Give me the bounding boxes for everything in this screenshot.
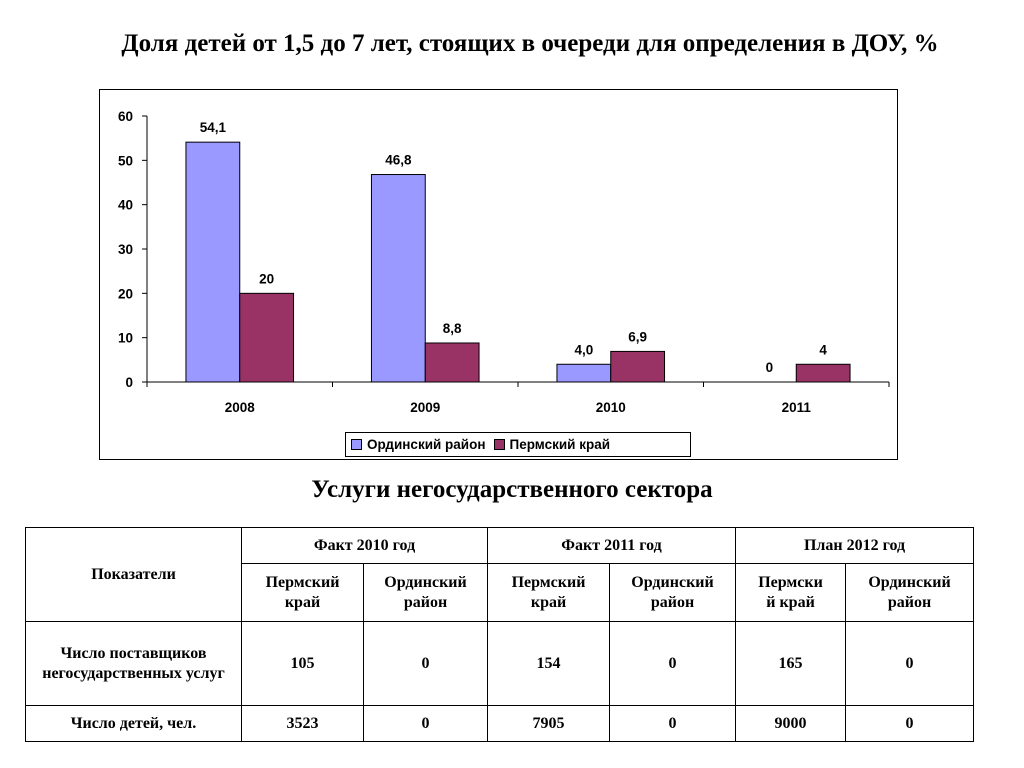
table-header-row: Показатели Факт 2010 год Факт 2011 год П… [25, 527, 975, 622]
y-tick-label: 60 [118, 109, 133, 124]
bar [795, 363, 851, 383]
table-cell: 0 [362, 705, 489, 742]
chart-legend: Ординский район Пермский край [345, 432, 691, 457]
table-cell: 0 [845, 621, 975, 706]
x-tick-label: 2009 [410, 400, 440, 415]
y-tick-label: 0 [125, 375, 133, 390]
subheader-cell: Ординский район [609, 563, 737, 622]
data-label: 4,0 [574, 342, 593, 357]
services-table: Показатели Факт 2010 год Факт 2011 год П… [25, 527, 975, 742]
subheader-text: Пермский край [265, 573, 340, 611]
x-tick-label: 2008 [225, 400, 256, 415]
subheader-cell: Пермский край [241, 563, 364, 622]
legend-item-series2: Пермский край [493, 437, 611, 452]
period-header: Факт 2010 год [240, 527, 489, 564]
data-label: 8,8 [443, 321, 462, 336]
period-header: План 2012 год [735, 527, 975, 564]
data-label: 54,1 [200, 120, 227, 135]
x-tick-label: 2011 [782, 400, 812, 415]
bar [424, 342, 480, 383]
table-cell: 0 [362, 621, 489, 706]
subheader-cell: Пермский край [487, 563, 611, 622]
legend-swatch-series2 [493, 439, 505, 450]
y-tick-label: 20 [118, 286, 133, 301]
page-title: Доля детей от 1,5 до 7 лет, стоящих в оч… [121, 30, 939, 57]
legend-item-series1: Ординский район [351, 437, 486, 452]
data-label: 20 [259, 271, 274, 286]
y-tick-label: 50 [118, 153, 133, 168]
x-tick-label: 2010 [596, 400, 626, 415]
y-tick-label: 10 [118, 331, 133, 346]
legend-swatch-series1 [351, 439, 362, 450]
table-cell: 154 [487, 621, 611, 706]
section-title: Услуги негосударственного сектора [311, 476, 713, 503]
subheader-text: Пермски й край [758, 573, 823, 611]
row-label: Число детей, чел. [25, 705, 242, 742]
bar [610, 350, 666, 383]
indicator-header: Показатели [25, 527, 242, 622]
data-label: 4 [819, 342, 827, 357]
subheader-text: Пермский край [511, 573, 586, 611]
period-header: Факт 2011 год [487, 527, 737, 564]
table-cell: 0 [609, 705, 737, 742]
legend-label-series1: Ординский район [367, 437, 486, 452]
data-label: 6,9 [628, 329, 647, 344]
y-tick-label: 40 [118, 198, 133, 213]
table-row: Число детей, чел. 3523 0 7905 0 9000 0 [25, 705, 975, 742]
bar [556, 363, 612, 383]
data-label: 0 [766, 360, 774, 375]
subheader-cell: Ординский район [362, 563, 489, 622]
legend-label-series2: Пермский край [509, 437, 611, 452]
bar [185, 141, 241, 383]
y-tick-label: 30 [118, 242, 133, 257]
subheader-cell: Пермски й край [735, 563, 847, 622]
table-row: Число поставщиков негосударственных услу… [25, 621, 975, 706]
subheader-text: Ординский район [384, 573, 467, 611]
table-cell: 165 [735, 621, 847, 706]
subheader-text: Ординский район [631, 573, 714, 611]
bar-chart: 010203040506054,120200846,88,820094,06,9… [118, 109, 890, 415]
bar [239, 292, 295, 383]
subheader-text: Ординский район [868, 573, 951, 611]
table-cell: 9000 [735, 705, 847, 742]
chart-frame: 0 10 20 30 40 50 60 54,1 20 2008 46,8 8,8 2009 4,0 6,9… [99, 89, 898, 460]
table-cell: 3523 [241, 705, 364, 742]
table-cell: 0 [845, 705, 975, 742]
data-label: 46,8 [385, 153, 412, 168]
bar [370, 174, 426, 383]
table-cell: 0 [609, 621, 737, 706]
row-label: Число поставщиков негосударственных услу… [25, 621, 242, 706]
table-cell: 105 [241, 621, 364, 706]
subheader-cell: Ординский район [845, 563, 975, 622]
table-cell: 7905 [487, 705, 611, 742]
